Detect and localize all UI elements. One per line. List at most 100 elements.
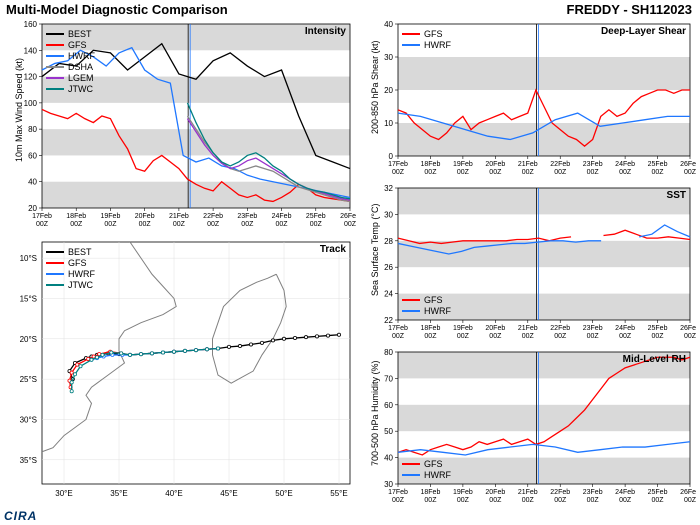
svg-text:00Z: 00Z [684, 169, 696, 176]
svg-text:30°S: 30°S [20, 415, 37, 424]
svg-text:00Z: 00Z [522, 169, 535, 176]
storm-title: FREDDY - SH112023 [567, 2, 693, 17]
svg-text:30: 30 [384, 210, 393, 219]
svg-text:00Z: 00Z [522, 497, 535, 504]
svg-text:20°S: 20°S [20, 335, 37, 344]
svg-text:10°S: 10°S [20, 254, 37, 263]
svg-text:35°S: 35°S [20, 456, 37, 465]
svg-text:00Z: 00Z [489, 333, 502, 340]
svg-text:17Feb: 17Feb [388, 325, 408, 332]
svg-text:00Z: 00Z [489, 497, 502, 504]
svg-text:20Feb: 20Feb [485, 325, 505, 332]
svg-text:40°E: 40°E [165, 489, 182, 498]
svg-text:00Z: 00Z [587, 497, 600, 504]
svg-text:00Z: 00Z [36, 221, 49, 228]
svg-text:00Z: 00Z [241, 221, 254, 228]
svg-text:60: 60 [28, 151, 37, 160]
svg-text:00Z: 00Z [619, 169, 632, 176]
svg-text:25Feb: 25Feb [648, 489, 668, 496]
svg-text:19Feb: 19Feb [453, 161, 473, 168]
svg-text:00Z: 00Z [344, 221, 356, 228]
intensity-panel-title: Intensity [305, 26, 346, 37]
svg-text:00Z: 00Z [457, 497, 470, 504]
svg-text:0: 0 [389, 152, 394, 161]
shear-panel-legend: GFSHWRF [402, 28, 451, 50]
svg-text:22: 22 [384, 316, 393, 325]
svg-text:00Z: 00Z [619, 333, 632, 340]
svg-text:20Feb: 20Feb [485, 161, 505, 168]
svg-text:24Feb: 24Feb [615, 325, 635, 332]
svg-text:22Feb: 22Feb [550, 489, 570, 496]
rh-panel: 30405060708017Feb00Z18Feb00Z19Feb00Z20Fe… [360, 348, 696, 506]
svg-text:160: 160 [24, 20, 38, 29]
cira-logo: CIRA [4, 509, 37, 523]
svg-text:21Feb: 21Feb [518, 325, 538, 332]
svg-text:00Z: 00Z [207, 221, 220, 228]
svg-text:00Z: 00Z [392, 333, 405, 340]
svg-text:24Feb: 24Feb [272, 213, 292, 220]
svg-text:00Z: 00Z [619, 497, 632, 504]
svg-text:23Feb: 23Feb [583, 325, 603, 332]
svg-text:10: 10 [384, 119, 393, 128]
svg-text:00Z: 00Z [652, 497, 665, 504]
svg-text:00Z: 00Z [554, 333, 567, 340]
svg-text:00Z: 00Z [684, 497, 696, 504]
svg-text:00Z: 00Z [310, 221, 323, 228]
svg-text:80: 80 [384, 348, 393, 357]
svg-text:00Z: 00Z [70, 221, 83, 228]
intensity-panel-ylabel: 10m Max Wind Speed (kt) [14, 58, 24, 162]
svg-text:21Feb: 21Feb [518, 489, 538, 496]
svg-text:00Z: 00Z [424, 333, 437, 340]
svg-text:35°E: 35°E [110, 489, 127, 498]
svg-text:32: 32 [384, 184, 393, 193]
shear-panel-ylabel: 200-850 hPa Shear (kt) [370, 40, 380, 134]
svg-text:00Z: 00Z [587, 169, 600, 176]
svg-text:120: 120 [24, 73, 38, 82]
svg-text:23Feb: 23Feb [583, 489, 603, 496]
svg-text:25°S: 25°S [20, 375, 37, 384]
svg-text:50°E: 50°E [275, 489, 292, 498]
shear-panel-title: Deep-Layer Shear [601, 26, 686, 37]
svg-text:40: 40 [28, 178, 37, 187]
track-title: Track [320, 244, 346, 255]
svg-text:18Feb: 18Feb [66, 213, 86, 220]
svg-text:22Feb: 22Feb [550, 161, 570, 168]
rh-panel-legend: GFSHWRF [402, 458, 451, 480]
svg-text:70: 70 [384, 374, 393, 383]
svg-text:25Feb: 25Feb [648, 161, 668, 168]
svg-text:21Feb: 21Feb [169, 213, 189, 220]
svg-text:00Z: 00Z [392, 497, 405, 504]
svg-text:30: 30 [384, 53, 393, 62]
svg-text:80: 80 [28, 125, 37, 134]
main-title: Multi-Model Diagnostic Comparison [6, 2, 228, 17]
svg-text:00Z: 00Z [173, 221, 186, 228]
svg-text:26Feb: 26Feb [680, 161, 696, 168]
svg-text:24Feb: 24Feb [615, 489, 635, 496]
svg-text:17Feb: 17Feb [388, 489, 408, 496]
svg-text:20Feb: 20Feb [485, 489, 505, 496]
svg-text:20Feb: 20Feb [135, 213, 155, 220]
svg-text:18Feb: 18Feb [421, 489, 441, 496]
svg-text:23Feb: 23Feb [583, 161, 603, 168]
rh-panel-title: Mid-Level RH [623, 354, 686, 365]
svg-text:55°E: 55°E [330, 489, 347, 498]
svg-text:00Z: 00Z [489, 169, 502, 176]
track-legend: BESTGFSHWRFJTWC [46, 246, 95, 290]
svg-text:00Z: 00Z [522, 333, 535, 340]
svg-text:00Z: 00Z [684, 333, 696, 340]
intensity-panel-legend: BESTGFSHWRFDSHALGEMJTWC [46, 28, 95, 94]
svg-text:40: 40 [384, 454, 393, 463]
svg-text:00Z: 00Z [457, 333, 470, 340]
svg-text:00Z: 00Z [104, 221, 117, 228]
svg-text:19Feb: 19Feb [453, 325, 473, 332]
svg-text:00Z: 00Z [554, 497, 567, 504]
svg-text:00Z: 00Z [139, 221, 152, 228]
svg-text:18Feb: 18Feb [421, 161, 441, 168]
sst-panel-title: SST [667, 190, 686, 201]
svg-text:15°S: 15°S [20, 294, 37, 303]
svg-text:00Z: 00Z [554, 169, 567, 176]
svg-text:00Z: 00Z [652, 169, 665, 176]
svg-text:00Z: 00Z [392, 169, 405, 176]
svg-text:23Feb: 23Feb [237, 213, 257, 220]
svg-text:26: 26 [384, 263, 393, 272]
